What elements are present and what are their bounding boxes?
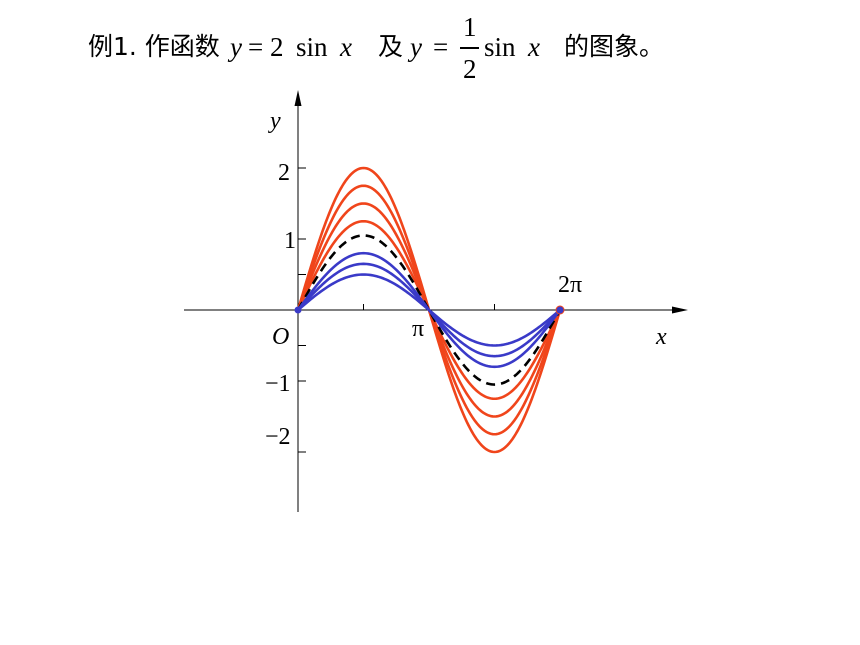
axis-labels: y x O π 2π 2 1 −1 −2 [265, 108, 667, 450]
y-tick-label: −2 [265, 424, 291, 450]
eq2-sin: sin [484, 32, 516, 62]
eq1-sin: sin [296, 32, 328, 62]
dashed-curve [296, 234, 562, 386]
title-prefix: 例1. 作函数 [88, 32, 220, 61]
eq1-rhs: = 2 [248, 32, 284, 62]
curves [294, 166, 565, 454]
eq2-eq: = [433, 32, 449, 62]
end-point-blue [556, 306, 564, 314]
eq2-x: x [528, 32, 540, 62]
title-suffix: 的图象。 [564, 32, 665, 61]
y-axis-label: y [268, 108, 281, 134]
axes [184, 90, 688, 512]
y-axis-arrow [294, 90, 302, 106]
blue-curve [297, 273, 561, 347]
title-conj: 及 [378, 32, 404, 61]
x-tick-label-pi: π [412, 316, 424, 342]
x-axis-arrow [672, 306, 688, 314]
y-tick-label: 2 [278, 160, 290, 186]
y-tick-label: −1 [265, 371, 291, 397]
eq1-y: y [230, 32, 242, 62]
origin-label: O [272, 324, 289, 350]
origin-point [294, 306, 302, 314]
frac-numerator: 1 [463, 12, 477, 42]
example-title: 例1. 作函数 y = 2 sin x 及 y = 1 2 sin x 的图象。 [88, 10, 788, 94]
x-tick-label-2pi: 2π [558, 272, 582, 298]
fraction-bar [460, 47, 479, 49]
x-axis-label: x [655, 324, 667, 350]
eq2-y: y [410, 32, 422, 62]
eq1-x: x [340, 32, 352, 62]
frac-denominator: 2 [463, 54, 477, 84]
y-tick-label: 1 [284, 228, 296, 254]
